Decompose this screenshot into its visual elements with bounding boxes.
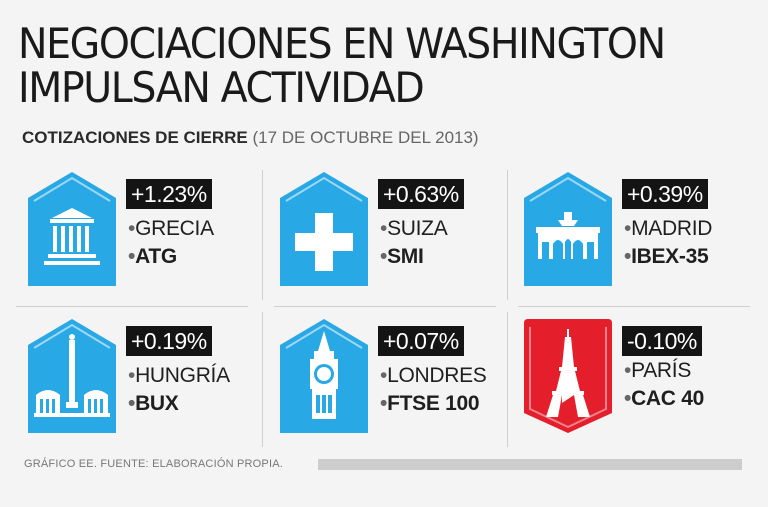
index-label: •IBEX-35 [624,245,709,268]
headline: NEGOCIACIONES EN WASHINGTON IMPULSAN ACT… [18,22,714,110]
headline-line-2: IMPULSAN ACTIVIDAD [18,63,425,112]
change-value: -0.10% [622,326,702,356]
badge [522,170,614,288]
country-label: •SUIZA [380,217,448,240]
change-value: +0.39% [622,179,708,209]
index-label: •ATG [128,245,177,268]
headline-line-1: NEGOCIACIONES EN WASHINGTON [18,19,666,68]
footer-bar [318,459,742,470]
divider [507,170,508,300]
divider [518,306,750,307]
market-card-madrid: +0.39% •MADRID •IBEX-35 [508,160,756,305]
greek-temple-icon [28,172,116,286]
divider [274,306,496,307]
change-value: +0.63% [378,179,464,209]
big-ben-icon [280,319,368,433]
market-card-suiza: +0.63% •SUIZA •SMI [264,160,512,305]
market-card-paris: -0.10% •PARÍS •CAC 40 [508,307,756,452]
divider [507,312,508,447]
country-label: •HUNGRÍA [128,364,230,387]
index-label: •SMI [380,245,424,268]
swiss-cross-icon [280,172,368,286]
puerta-de-alcala-icon [524,172,612,286]
badge [278,170,370,288]
country-label: •GRECIA [128,217,214,240]
badge [26,317,118,435]
market-grid: +1.23% •GRECIA •ATG +0.63% •SUIZA •SMI [12,160,756,450]
eiffel-tower-icon [524,319,612,433]
country-label: •MADRID [624,217,713,240]
country-label: •LONDRES [380,364,487,387]
index-label: •FTSE 100 [380,392,480,415]
divider [262,312,263,447]
divider [16,306,248,307]
change-value: +0.07% [378,326,464,356]
badge [26,170,118,288]
divider [262,170,263,300]
subtitle: COTIZACIONES DE CIERRE (17 DE OCTUBRE DE… [22,128,479,148]
heroes-square-icon [28,319,116,433]
index-label: •CAC 40 [624,387,704,410]
change-value: +0.19% [126,326,212,356]
country-label: •PARÍS [624,359,692,382]
subtitle-date: (17 DE OCTUBRE DEL 2013) [252,128,479,147]
subtitle-label: COTIZACIONES DE CIERRE [22,128,248,147]
market-card-londres: +0.07% •LONDRES •FTSE 100 [264,307,512,452]
change-value: +1.23% [126,179,212,209]
source-credit: GRÁFICO EE. FUENTE: ELABORACIÓN PROPIA. [24,458,284,470]
badge [278,317,370,435]
index-label: •BUX [128,392,179,415]
market-card-hungria: +0.19% •HUNGRÍA •BUX [12,307,260,452]
market-card-grecia: +1.23% •GRECIA •ATG [12,160,260,305]
badge [522,317,614,435]
